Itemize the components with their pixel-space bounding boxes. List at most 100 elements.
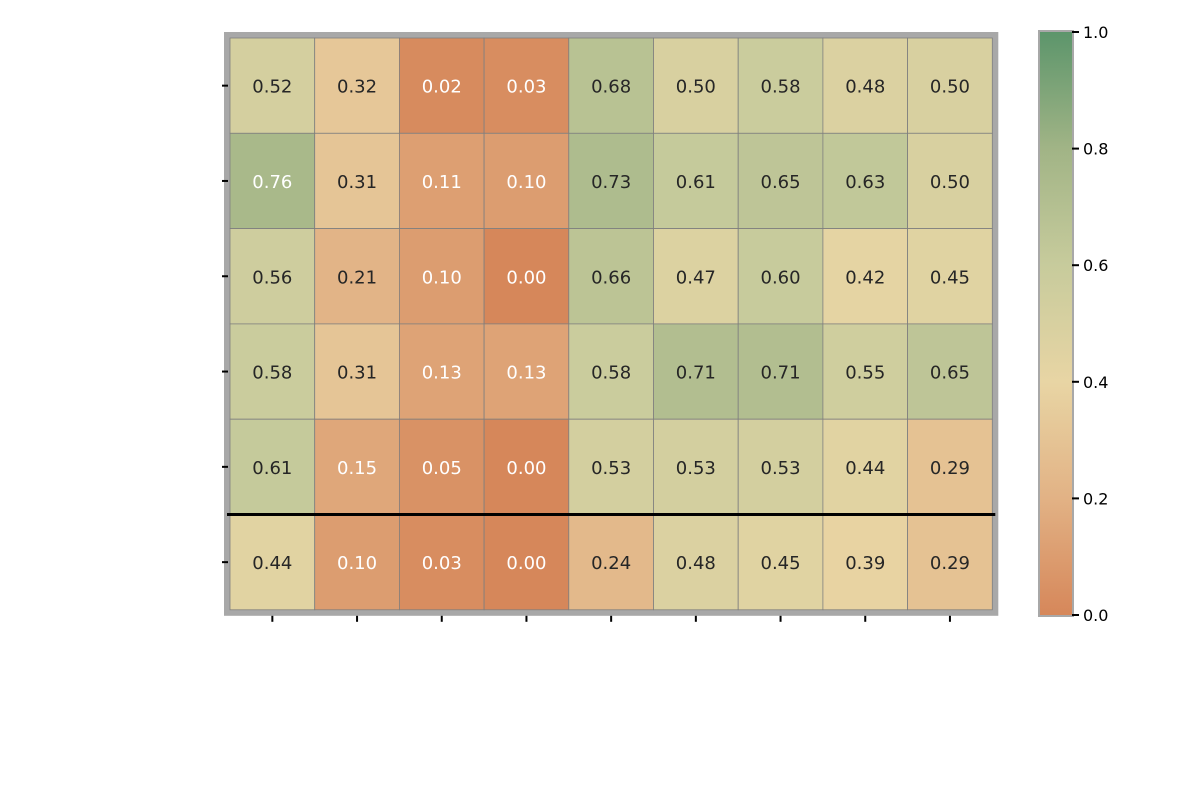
cell-value-label: 0.13 (506, 363, 546, 384)
heatmap-cell (653, 323, 739, 420)
cell-value-label: 0.10 (506, 172, 546, 193)
heatmap-cell (822, 323, 909, 420)
heatmap-cell (568, 514, 654, 611)
cell-value-label: 0.58 (761, 77, 801, 98)
colorbar-gradient (1040, 32, 1072, 615)
heatmap-cell (737, 228, 824, 325)
cell-value-label: 0.53 (761, 458, 801, 479)
row-labels (222, 84, 228, 564)
heatmap-cell (737, 132, 824, 230)
colorbar-tick-label: 0.2 (1083, 489, 1108, 508)
heatmap-cell (483, 228, 570, 325)
heatmap-cell (907, 37, 993, 134)
cell-value-label: 0.50 (930, 77, 970, 98)
cell-value-label: 0.39 (845, 553, 885, 574)
heatmap-cell (907, 132, 993, 230)
cell-value-label: 0.31 (337, 172, 377, 193)
heatmap-cell (398, 228, 485, 325)
cell-value-label: 0.44 (252, 553, 292, 574)
colorbar-tick-label: 0.4 (1083, 373, 1108, 392)
cell-value-label: 0.65 (930, 363, 970, 384)
heatmap-cell (822, 228, 909, 325)
cell-value-label: 0.44 (845, 458, 885, 479)
heatmap-cells: 0.52 0.32 0.02 0.03 0.68 0.50 0.58 0.48 0.50 0.76… (224, 32, 999, 616)
heatmap-cell (822, 37, 909, 134)
cell-value-label: 0.29 (930, 553, 970, 574)
cell-value-label: 0.24 (591, 553, 631, 574)
cell-value-label: 0.61 (252, 458, 292, 479)
cell-value-label: 0.71 (676, 363, 716, 384)
cell-value-label: 0.15 (337, 458, 377, 479)
heatmap-cell (822, 514, 909, 611)
cell-value-label: 0.03 (506, 77, 546, 98)
heatmap-cell (314, 37, 400, 134)
cell-value-label: 0.53 (591, 458, 631, 479)
heatmap-cell (907, 228, 993, 325)
cell-value-label: 0.47 (676, 267, 716, 288)
cell-value-label: 0.32 (337, 77, 377, 98)
cell-value-label: 0.60 (761, 267, 801, 288)
heatmap-cell (314, 323, 400, 420)
cell-value-label: 0.56 (252, 267, 292, 288)
heatmap-cell (398, 514, 485, 611)
heatmap-cell (398, 132, 485, 230)
cell-value-label: 0.50 (676, 77, 716, 98)
heatmap-cell (483, 132, 570, 230)
cell-value-label: 0.58 (252, 363, 292, 384)
cell-value-label: 0.10 (422, 267, 462, 288)
cell-value-label: 0.11 (422, 172, 462, 193)
cell-value-label: 0.73 (591, 172, 631, 193)
cell-value-label: 0.29 (930, 458, 970, 479)
heatmap-cell (907, 323, 993, 420)
heatmap-cell (229, 132, 316, 230)
heatmap-cell (653, 418, 739, 515)
heatmap-cell (229, 514, 316, 611)
cell-value-label: 0.03 (422, 553, 462, 574)
heatmap-cell (483, 323, 570, 420)
cell-value-label: 0.65 (761, 172, 801, 193)
cell-value-label: 0.21 (337, 267, 377, 288)
heatmap-cell (737, 418, 824, 515)
heatmap-cell (737, 323, 824, 420)
heatmap-cell (822, 418, 909, 515)
cell-value-label: 0.05 (422, 458, 462, 479)
cell-value-label: 0.50 (930, 172, 970, 193)
column-labels (271, 615, 951, 622)
heatmap-cell (653, 514, 739, 611)
heatmap-cell (398, 323, 485, 420)
cell-value-label: 0.63 (845, 172, 885, 193)
cell-value-label: 0.13 (422, 363, 462, 384)
heatmap-cell (737, 514, 824, 611)
cell-value-label: 0.48 (676, 553, 716, 574)
cell-value-label: 0.00 (506, 458, 546, 479)
heatmap-cell (737, 37, 824, 134)
cell-value-label: 0.53 (676, 458, 716, 479)
heatmap-cell (822, 132, 909, 230)
cell-value-label: 0.66 (591, 267, 631, 288)
colorbar-tick-label: 1.0 (1083, 23, 1108, 42)
heatmap-cell (398, 37, 485, 134)
heatmap-cell (568, 228, 654, 325)
cell-value-label: 0.68 (591, 77, 631, 98)
heatmap-cell (483, 37, 570, 134)
cell-value-label: 0.76 (252, 172, 292, 193)
colorbar: 0.0 0.2 0.4 0.6 0.8 1.0 (1038, 23, 1108, 625)
colorbar-tick-label: 0.8 (1083, 140, 1108, 159)
colorbar-tick-label: 0.0 (1083, 606, 1108, 625)
colorbar-tick-label: 0.6 (1083, 256, 1108, 275)
cell-value-label: 0.58 (591, 363, 631, 384)
heatmap-cell (229, 37, 316, 134)
heatmap-cell (314, 514, 400, 611)
cell-value-label: 0.10 (337, 553, 377, 574)
heatmap-cell (907, 514, 993, 611)
heatmap-cell (653, 228, 739, 325)
cell-value-label: 0.71 (761, 363, 801, 384)
cell-value-label: 0.55 (845, 363, 885, 384)
heatmap-cell (907, 418, 993, 515)
heatmap-cell (229, 228, 316, 325)
heatmap-cell (568, 132, 654, 230)
cell-value-label: 0.00 (506, 553, 546, 574)
cell-value-label: 0.45 (761, 553, 801, 574)
